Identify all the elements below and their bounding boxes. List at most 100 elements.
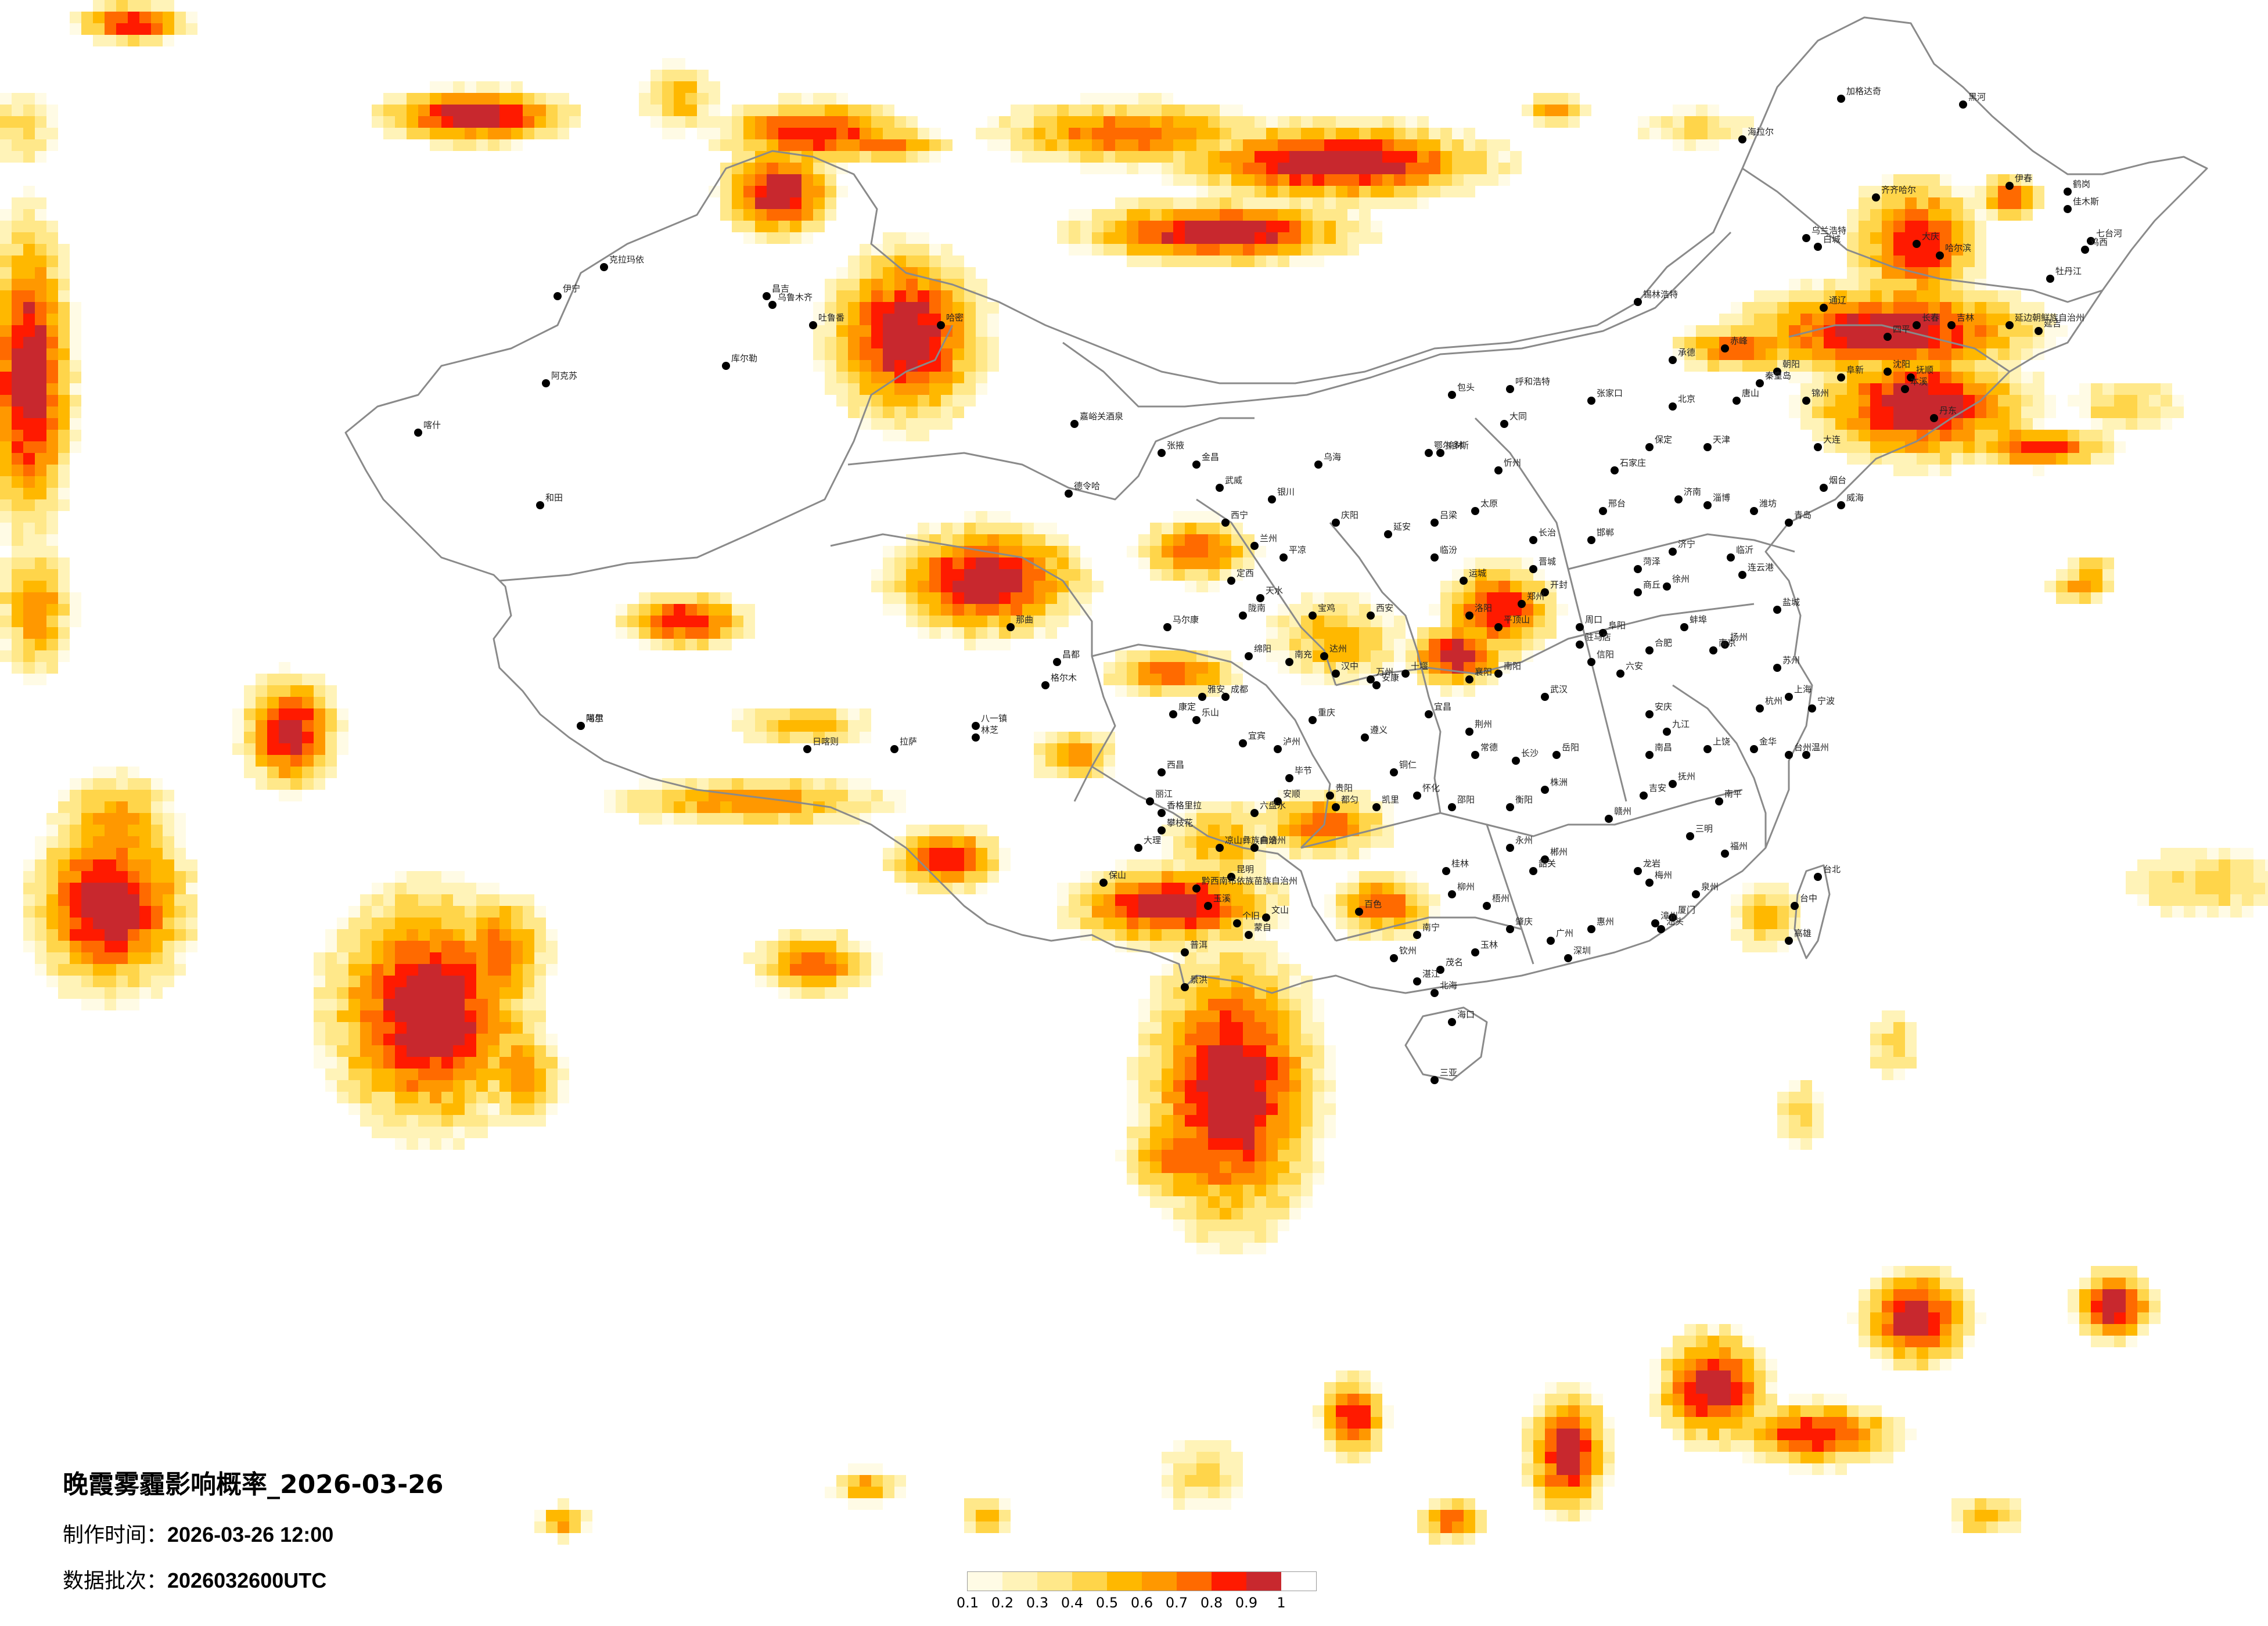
heatmap-cell	[743, 105, 755, 116]
heatmap-cell	[1278, 1138, 1289, 1150]
heatmap-cell	[1893, 1417, 1905, 1429]
heatmap-cell	[163, 906, 174, 918]
heatmap-cell	[1661, 1347, 1673, 1359]
heatmap-cell	[395, 871, 407, 883]
heatmap-cell	[465, 976, 476, 987]
heatmap-cell	[1452, 1533, 1464, 1545]
heatmap-cell	[1127, 894, 1138, 906]
heatmap-cell	[1243, 1103, 1255, 1115]
heatmap-cell	[465, 929, 476, 941]
heatmap-cell	[1301, 151, 1313, 163]
heatmap-cell	[1847, 256, 1859, 267]
heatmap-cell	[1545, 592, 1557, 604]
heatmap-cell	[46, 941, 58, 952]
heatmap-cell	[1800, 302, 1812, 314]
heatmap-cell	[1359, 1394, 1371, 1405]
heatmap-cell	[488, 918, 499, 929]
heatmap-cell	[488, 906, 499, 918]
heatmap-cell	[1429, 128, 1440, 139]
heatmap-cell	[1324, 1394, 1336, 1405]
heatmap-cell	[1313, 174, 1324, 186]
heatmap-cell	[1196, 952, 1208, 964]
heatmap-cell	[1208, 139, 1220, 151]
heatmap-cell	[395, 1069, 407, 1080]
heatmap-cell	[1742, 314, 1754, 325]
heatmap-cell	[1173, 105, 1185, 116]
city-marker	[1791, 902, 1799, 910]
heatmap-cell	[1882, 1417, 1893, 1429]
heatmap-cell	[1847, 209, 1859, 221]
heatmap-cell	[906, 581, 918, 592]
heatmap-cell	[790, 778, 801, 790]
heatmap-cell	[2102, 441, 2114, 453]
heatmap-cell	[1951, 186, 1963, 197]
city-marker	[1239, 739, 1247, 747]
heatmap-cell	[1150, 256, 1162, 267]
heatmap-cell	[93, 906, 105, 918]
heatmap-cell	[1022, 616, 1034, 627]
heatmap-cell	[1905, 1266, 1917, 1278]
heatmap-cell	[941, 825, 953, 836]
heatmap-cell	[871, 128, 883, 139]
heatmap-cell	[1800, 406, 1812, 418]
heatmap-cell	[1278, 627, 1289, 639]
heatmap-cell	[2126, 1312, 2137, 1324]
heatmap-cell	[2219, 894, 2230, 906]
heatmap-cell	[1266, 1150, 1278, 1161]
heatmap-cell	[1196, 685, 1208, 697]
heatmap-cell	[418, 929, 430, 941]
heatmap-cell	[883, 546, 894, 557]
heatmap-cell	[1336, 197, 1347, 209]
heatmap-cell	[1115, 209, 1127, 221]
heatmap-cell	[1173, 256, 1185, 267]
heatmap-cell	[894, 859, 906, 871]
heatmap-cell	[1498, 139, 1510, 151]
heatmap-cell	[1022, 557, 1034, 569]
heatmap-cell	[1777, 1417, 1789, 1429]
heatmap-cell	[58, 302, 70, 314]
heatmap-cell	[1824, 337, 1835, 348]
heatmap-cell	[290, 697, 302, 708]
city-marker	[1657, 925, 1665, 933]
heatmap-cell	[499, 1103, 511, 1115]
heatmap-cell	[1313, 1150, 1324, 1161]
heatmap-cell	[372, 952, 383, 964]
heatmap-cell	[372, 1092, 383, 1103]
heatmap-cell	[720, 186, 732, 197]
heatmap-cell	[1289, 1080, 1301, 1092]
heatmap-cell	[1406, 929, 1417, 941]
heatmap-cell	[813, 952, 825, 964]
heatmap-cell	[488, 964, 499, 976]
heatmap-cell	[1673, 1370, 1684, 1382]
heatmap-cell	[46, 488, 58, 499]
heatmap-cell	[976, 859, 987, 871]
heatmap-cell	[0, 592, 12, 604]
heatmap-cell	[918, 256, 929, 267]
heatmap-cell	[2068, 441, 2079, 453]
heatmap-cell	[1568, 116, 1580, 128]
heatmap-cell	[1173, 941, 1185, 952]
heatmap-cell	[46, 825, 58, 836]
heatmap-cell	[1231, 871, 1243, 883]
heatmap-cell	[1777, 1452, 1789, 1463]
heatmap-cell	[1382, 139, 1394, 151]
heatmap-cell	[906, 279, 918, 290]
heatmap-cell	[407, 964, 418, 976]
heatmap-cell	[35, 325, 46, 337]
heatmap-cell	[256, 743, 267, 755]
heatmap-cell	[1196, 523, 1208, 534]
heatmap-cell	[116, 813, 128, 825]
heatmap-cell	[2195, 848, 2207, 859]
heatmap-cell	[1127, 906, 1138, 918]
heatmap-cell	[1231, 244, 1243, 256]
heatmap-cell	[813, 186, 825, 197]
heatmap-cell	[1196, 232, 1208, 244]
heatmap-cell	[848, 360, 860, 372]
heatmap-cell	[767, 941, 778, 952]
heatmap-cell	[1440, 186, 1452, 197]
heatmap-cell	[1649, 1405, 1661, 1417]
heatmap-cell	[534, 1034, 546, 1045]
heatmap-cell	[987, 139, 999, 151]
heatmap-cell	[70, 883, 81, 894]
heatmap-cell	[35, 581, 46, 592]
